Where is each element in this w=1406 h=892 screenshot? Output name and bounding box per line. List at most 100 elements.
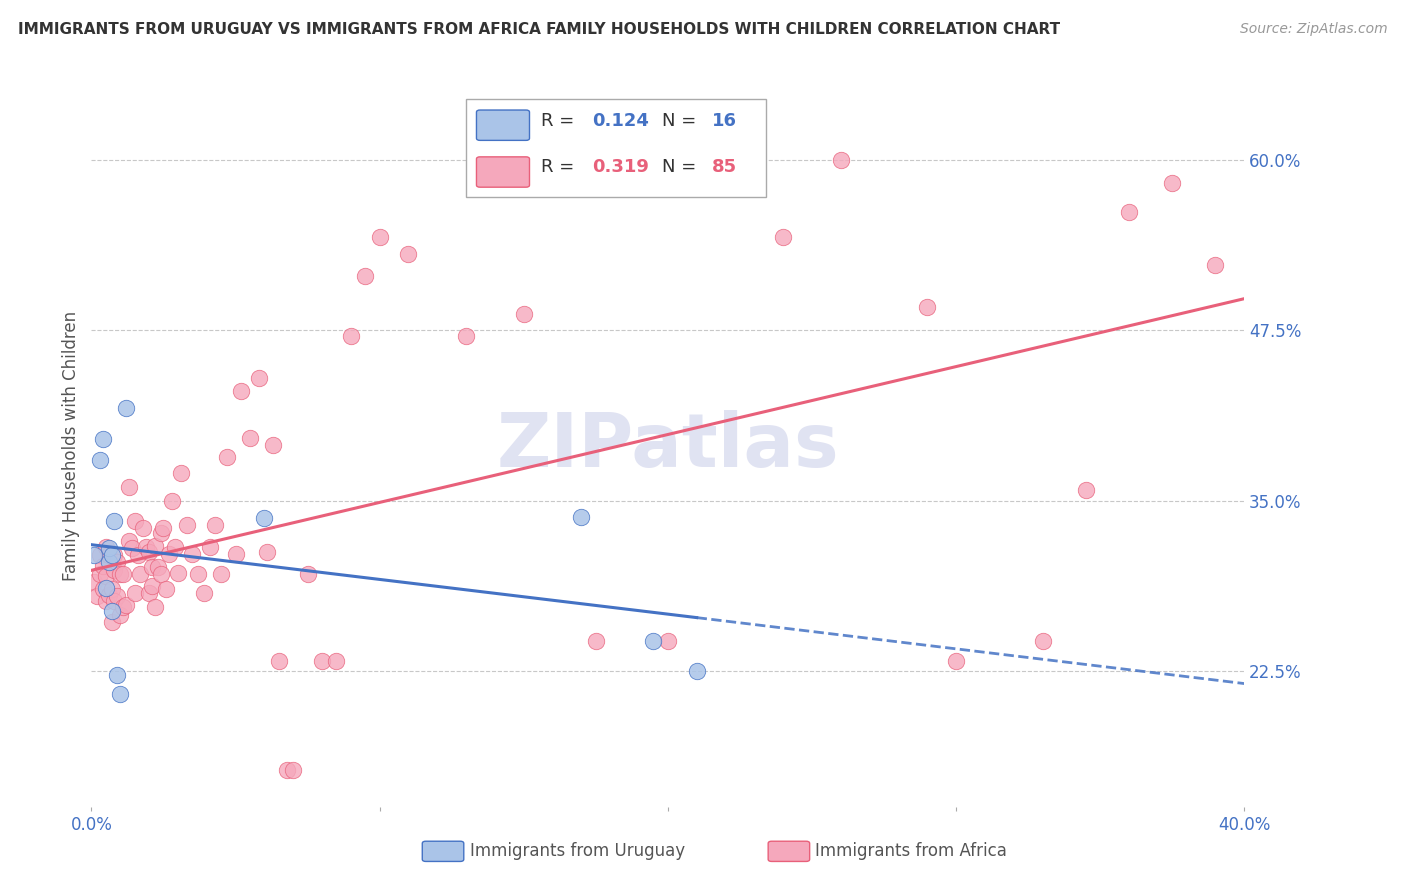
Point (83, 575, 105, 590)
Point (1032, 634, 1054, 648)
Point (297, 567, 319, 582)
Point (141, 579, 163, 593)
Point (157, 547, 180, 561)
Point (129, 567, 152, 582)
Point (115, 599, 138, 613)
Point (110, 687, 132, 701)
Point (105, 555, 128, 569)
Point (149, 526, 172, 541)
Point (204, 518, 226, 533)
Text: Immigrants from Uruguay: Immigrants from Uruguay (470, 842, 685, 860)
Text: 16: 16 (711, 112, 737, 129)
FancyBboxPatch shape (477, 110, 530, 140)
FancyBboxPatch shape (422, 841, 464, 862)
Text: N =: N = (662, 159, 702, 177)
Point (340, 328, 363, 343)
Point (945, 654, 967, 668)
Point (276, 764, 298, 778)
Point (354, 268, 377, 283)
Point (193, 586, 215, 600)
Point (110, 567, 132, 582)
Point (231, 384, 253, 399)
Point (94, 568, 117, 582)
Point (132, 521, 155, 535)
Point (100, 615, 122, 629)
Point (311, 654, 333, 668)
Point (262, 437, 284, 451)
Point (247, 371, 270, 385)
Point (225, 547, 247, 561)
Text: ZIPatlas: ZIPatlas (496, 409, 839, 483)
Point (163, 540, 186, 554)
Point (166, 566, 188, 580)
Point (94, 581, 117, 595)
Point (143, 599, 166, 614)
Point (94, 540, 117, 554)
Point (110, 608, 132, 623)
Point (100, 548, 122, 562)
Point (253, 511, 276, 525)
Text: 85: 85 (711, 159, 737, 177)
Point (143, 539, 166, 553)
Point (176, 518, 198, 533)
FancyBboxPatch shape (768, 841, 810, 862)
Point (181, 547, 204, 561)
Point (267, 654, 290, 668)
Point (124, 514, 146, 528)
Point (118, 534, 141, 549)
Point (100, 604, 122, 618)
Point (146, 560, 169, 574)
Point (325, 654, 347, 668)
Point (103, 548, 125, 562)
Point (198, 540, 221, 554)
Point (91, 582, 114, 596)
Point (396, 247, 419, 261)
Point (155, 582, 177, 596)
Point (513, 307, 536, 321)
Point (100, 582, 122, 596)
Point (121, 541, 143, 556)
Point (915, 300, 938, 314)
Point (105, 668, 128, 682)
Point (685, 664, 707, 678)
Point (97, 541, 120, 556)
Text: 0.124: 0.124 (592, 112, 648, 129)
Point (454, 328, 477, 343)
Point (368, 230, 391, 244)
Point (585, 634, 607, 648)
Point (239, 431, 262, 445)
Point (94, 594, 117, 608)
Text: IMMIGRANTS FROM URUGUAY VS IMMIGRANTS FROM AFRICA FAMILY HOUSEHOLDS WITH CHILDRE: IMMIGRANTS FROM URUGUAY VS IMMIGRANTS FR… (18, 22, 1060, 37)
Text: 0.319: 0.319 (592, 159, 648, 177)
Point (103, 514, 125, 528)
Point (643, 634, 665, 648)
Point (97, 588, 120, 602)
Point (91, 432, 114, 446)
Text: R =: R = (541, 159, 581, 177)
Point (103, 594, 125, 608)
Point (1204, 258, 1226, 272)
Point (657, 634, 679, 648)
Point (215, 450, 238, 464)
Point (118, 480, 141, 494)
Point (187, 567, 209, 582)
Point (170, 467, 193, 481)
Point (135, 540, 157, 554)
Point (89, 452, 111, 467)
Point (256, 545, 278, 559)
FancyBboxPatch shape (477, 157, 530, 187)
FancyBboxPatch shape (465, 99, 766, 197)
Point (97, 555, 120, 569)
Y-axis label: Family Households with Children: Family Households with Children (62, 311, 80, 581)
Point (97, 548, 120, 562)
Point (112, 567, 135, 582)
Point (209, 567, 232, 582)
Text: N =: N = (662, 112, 702, 129)
Point (112, 599, 135, 614)
Point (83, 548, 105, 562)
Point (138, 545, 160, 559)
Point (115, 401, 138, 415)
Point (91, 558, 114, 573)
Text: Source: ZipAtlas.com: Source: ZipAtlas.com (1240, 22, 1388, 37)
Point (1074, 483, 1097, 497)
